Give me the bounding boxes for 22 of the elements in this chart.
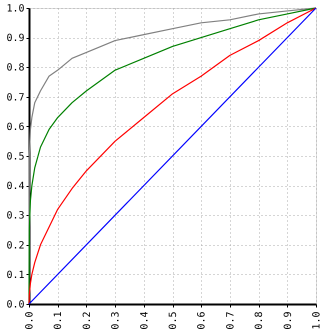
x-tick-label: 0.9 — [282, 312, 294, 330]
x-tick-label: 0.3 — [110, 312, 122, 330]
y-tick-label: 0.7 — [6, 92, 24, 104]
x-tick-label: 0.4 — [139, 312, 150, 330]
y-tick-label: 0.5 — [6, 152, 24, 162]
x-tick-label: 0.6 — [196, 312, 208, 330]
y-tick-label: 0.9 — [6, 33, 24, 44]
y-tick-label: 0.1 — [6, 270, 24, 281]
y-tick-label: 1.0 — [6, 4, 24, 14]
y-tick-label: 0.0 — [6, 300, 24, 310]
y-tick-label: 0.4 — [6, 181, 24, 192]
x-tick-label: 0.2 — [82, 312, 93, 330]
y-tick-label: 0.8 — [6, 62, 24, 74]
x-tick-label: 0.1 — [53, 312, 64, 330]
y-tick-label: 0.2 — [6, 240, 24, 252]
x-tick-label: 1.0 — [312, 312, 322, 330]
y-tick-label: 0.3 — [6, 210, 24, 222]
y-tick-label: 0.6 — [6, 122, 24, 133]
line-series — [28, 7, 317, 305]
x-tick-label: 0.7 — [225, 312, 236, 330]
x-tick-label: 0.5 — [168, 312, 179, 330]
x-tick-label: 0.8 — [254, 312, 266, 330]
